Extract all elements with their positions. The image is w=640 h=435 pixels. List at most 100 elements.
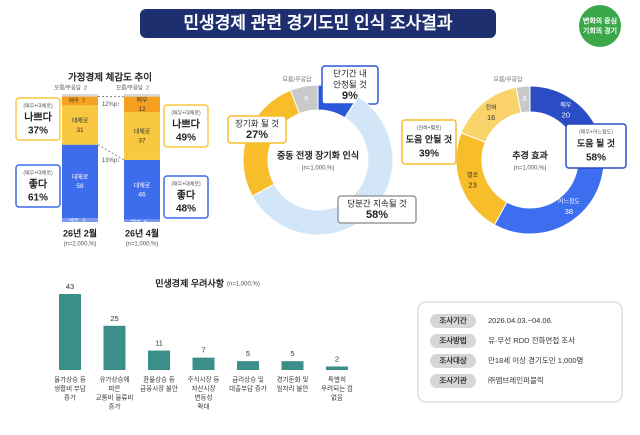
category-note: (n=2,000,%) — [64, 242, 97, 248]
x-tick-label: 따른 — [109, 384, 121, 393]
callout-box — [337, 195, 417, 224]
chart-title: 추경 효과 — [512, 149, 548, 160]
callout-note: (매우+대체로) — [171, 109, 201, 116]
bar — [59, 294, 81, 370]
segment-name: 매우 — [69, 216, 79, 224]
bar-segment — [62, 94, 98, 97]
callout-box — [401, 119, 457, 165]
callout-name: 도움 될 것 — [577, 137, 615, 148]
bar-segment — [124, 219, 160, 222]
info-value: 만18세 이상 경기도민 1,000명 — [488, 355, 583, 365]
data-label: 7 — [82, 98, 85, 104]
data-label: 3 — [82, 218, 85, 224]
data-label: 38 — [565, 207, 573, 216]
data-label: 23 — [468, 181, 476, 190]
data-label: 12 — [138, 106, 146, 113]
info-pill — [430, 314, 476, 328]
data-label: 5 — [246, 349, 250, 358]
bar — [103, 325, 126, 370]
x-tick-label: 대출부담 증가 — [229, 384, 267, 393]
x-tick-label: 주식시장 등 — [188, 375, 220, 384]
x-tick-label: 물가상승 등 — [54, 375, 86, 384]
bar-segment — [62, 105, 98, 145]
callout-value: 37% — [28, 126, 48, 137]
bar-segment — [124, 94, 160, 97]
info-label: 조사대상 — [439, 355, 467, 365]
chart-note: (n=1,000,%) — [514, 166, 547, 172]
chart-title: 가정경제 체감도 추이 — [68, 72, 152, 84]
segment-name: 별로 — [467, 171, 479, 179]
data-label: 2 — [144, 218, 147, 224]
data-label: 37 — [138, 138, 146, 145]
bar-segment — [124, 112, 160, 160]
data-label: 27% — [246, 129, 268, 141]
chart-note: (n=1,000,%) — [227, 282, 260, 288]
segment-name: 모름/무응답 — [282, 77, 312, 84]
x-tick-label: 확대 — [198, 402, 210, 411]
callout-box — [227, 115, 287, 144]
callout-box — [15, 164, 61, 208]
x-tick-label: 특별히 — [328, 375, 346, 384]
data-label: 2 — [84, 85, 87, 91]
logo-text: 기회의 경기 — [583, 26, 617, 35]
bar — [148, 350, 170, 370]
callout-name: 나쁘다 — [24, 111, 52, 124]
change-label: 13%p↓ — [102, 158, 120, 164]
x-tick-label: 없음 — [331, 394, 343, 402]
segment-name: 대체로 — [134, 181, 151, 189]
info-pill — [430, 354, 476, 368]
callout-name: 단기간 내 — [333, 68, 367, 78]
x-tick-label: 자산시장 — [192, 384, 216, 393]
page-title: 민생경제 관련 경기도민 인식 조사결과 — [183, 13, 452, 32]
data-label: 6 — [304, 95, 308, 102]
donut-segment — [515, 85, 531, 114]
callout-note: (전혀+별로) — [417, 124, 442, 131]
x-tick-label: 증가 — [109, 402, 121, 411]
bar-segment — [62, 144, 98, 219]
callout-box — [163, 175, 209, 219]
data-label: 9% — [342, 90, 358, 102]
segment-name: 모름/무응답 — [54, 84, 81, 91]
chart-note: (n=1,000,%) — [302, 166, 335, 172]
x-tick-label: 우려되는 점 — [321, 384, 353, 393]
chart-title: 중동 전쟁 장기화 인식 — [277, 149, 359, 160]
info-label: 조사기간 — [439, 315, 467, 325]
data-label: 43 — [66, 282, 74, 291]
data-label: 2 — [146, 85, 149, 91]
callout-box — [565, 123, 627, 169]
x-tick-label: 생활비 부담 — [54, 384, 86, 393]
x-tick-label: 26년 2월 — [63, 227, 97, 238]
data-label: 20 — [562, 111, 570, 120]
callout-name: 안정될 것 — [333, 79, 367, 89]
info-value: 2026.04.03.~04.06. — [488, 316, 553, 325]
callout-name: 당분간 지속될 것 — [347, 198, 407, 208]
data-label: 25 — [110, 314, 118, 323]
data-label: 58 — [76, 183, 84, 190]
bar — [326, 366, 348, 370]
callout-note: (매우+대체로) — [23, 102, 53, 109]
segment-name: 매우 — [560, 101, 572, 109]
x-tick-label: 26년 4월 — [125, 227, 159, 238]
data-label: 46 — [138, 191, 146, 198]
callout-name: 장기화 될 것 — [235, 118, 279, 128]
callout-value: 58% — [586, 153, 606, 164]
segment-name: 대체로 — [72, 117, 89, 125]
callout-value: 61% — [28, 193, 48, 204]
bar-segment — [62, 96, 98, 106]
segment-name: 어느정도 — [558, 198, 581, 206]
segment-name: 매우 — [131, 216, 141, 224]
change-label: 12%p↑ — [102, 102, 120, 108]
callout-box — [321, 65, 379, 105]
bar-segment — [124, 159, 160, 220]
segment-name: 모름/무응답 — [116, 84, 143, 91]
bar-segment — [62, 218, 98, 222]
bar — [192, 357, 215, 370]
callout-note: (매우+대체로) — [23, 169, 53, 176]
callout-note: (매우+어느정도) — [579, 128, 613, 135]
info-value: ㈜엠브레인퍼블릭 — [488, 375, 544, 385]
callout-value: 48% — [176, 204, 196, 215]
callout-name: 좋다 — [177, 189, 196, 202]
bar — [237, 361, 259, 370]
donut-segment — [493, 136, 605, 235]
